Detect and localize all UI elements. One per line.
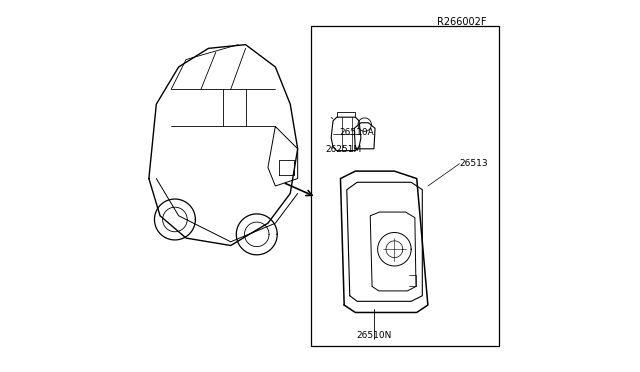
Text: R266002F: R266002F xyxy=(436,17,486,27)
Text: 26513: 26513 xyxy=(460,159,488,168)
Text: 26251M: 26251M xyxy=(326,145,362,154)
Bar xyxy=(310,26,499,346)
Text: 26510A: 26510A xyxy=(340,128,374,137)
Text: 26510N: 26510N xyxy=(356,331,392,340)
